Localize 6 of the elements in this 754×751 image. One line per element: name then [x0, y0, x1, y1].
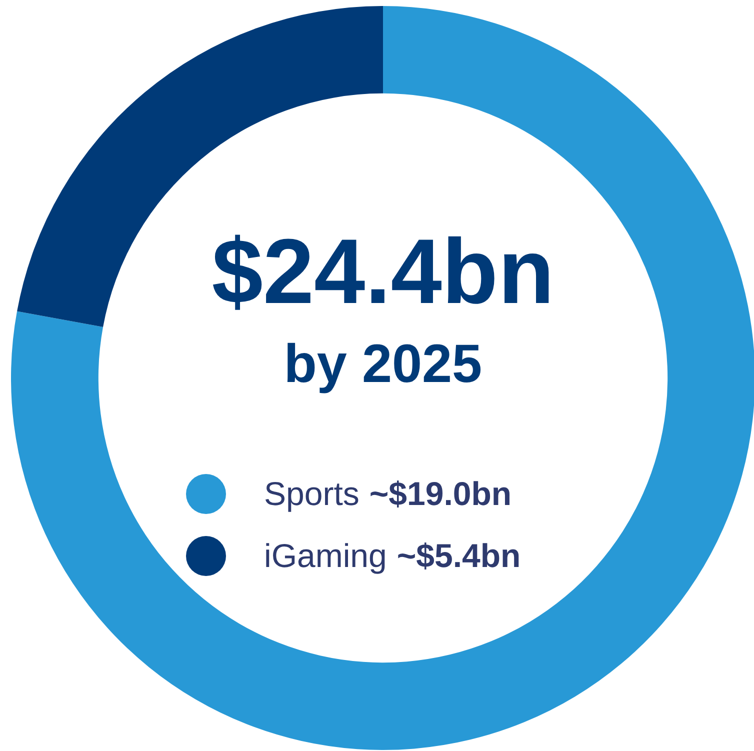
legend-label: Sports [264, 475, 360, 513]
text: by 2025 [282, 333, 484, 395]
legend-label: iGaming [264, 537, 387, 575]
data-label: ~$19.0bn [369, 475, 512, 513]
text: $24.4bn [210, 221, 556, 323]
data-label: ~$5.4bn [396, 537, 521, 575]
